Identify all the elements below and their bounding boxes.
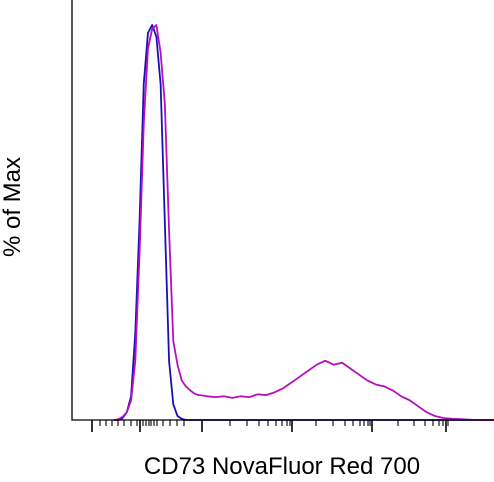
x-axis-ticks [91, 420, 449, 432]
x-axis-title: CD73 NovaFluor Red 700 [144, 453, 420, 480]
series-line-1 [113, 24, 494, 421]
series-line-2 [113, 24, 494, 421]
y-axis-title: % of Max [0, 157, 26, 257]
series-layer [113, 24, 494, 421]
